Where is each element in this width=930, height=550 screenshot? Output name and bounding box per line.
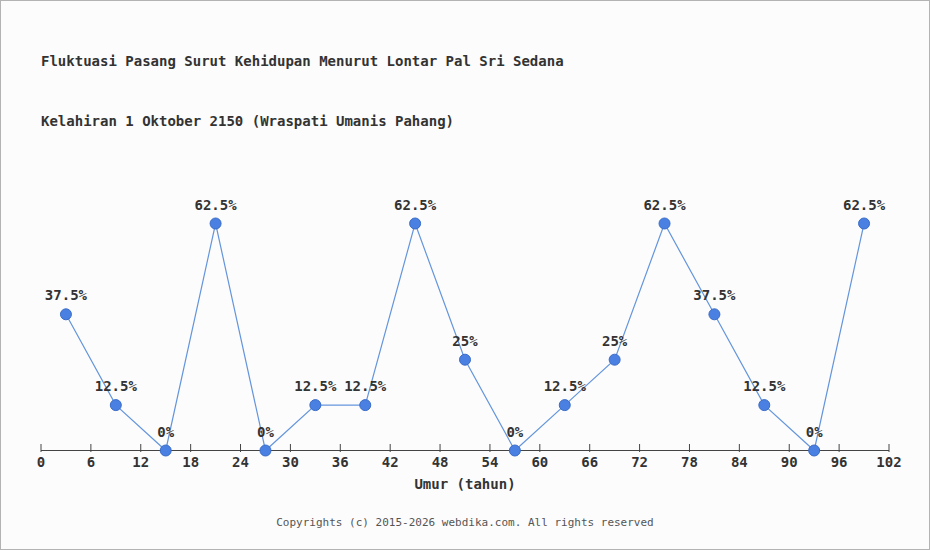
data-point-label: 62.5% bbox=[843, 197, 886, 213]
data-point bbox=[709, 309, 720, 320]
x-tick-label: 6 bbox=[87, 454, 95, 470]
x-tick-label: 96 bbox=[831, 454, 848, 470]
line-chart-canvas: 0 6 12 18 24 30 36 42 48 54 60 66 72 78 84 90 96 102 37.5%… bbox=[1, 1, 930, 550]
x-tick-label: 0 bbox=[37, 454, 45, 470]
data-point bbox=[559, 400, 570, 411]
x-tick-label: 12 bbox=[132, 454, 149, 470]
data-point-label: 0% bbox=[157, 424, 174, 440]
x-tick-label: 72 bbox=[631, 454, 648, 470]
x-tick-label: 54 bbox=[482, 454, 499, 470]
x-tick-label: 90 bbox=[781, 454, 798, 470]
data-point-label: 62.5% bbox=[394, 197, 437, 213]
data-point-label: 12.5% bbox=[344, 378, 387, 394]
x-tick-label: 78 bbox=[681, 454, 698, 470]
x-tick-label: 42 bbox=[382, 454, 399, 470]
data-point bbox=[210, 218, 221, 229]
data-point bbox=[809, 445, 820, 456]
data-point bbox=[859, 218, 870, 229]
x-tick-label: 102 bbox=[876, 454, 901, 470]
data-point bbox=[659, 218, 670, 229]
data-point bbox=[410, 218, 421, 229]
x-tick-label: 24 bbox=[232, 454, 249, 470]
data-point-label: 62.5% bbox=[643, 197, 686, 213]
x-tick-label: 36 bbox=[332, 454, 349, 470]
data-point-label: 25% bbox=[602, 333, 628, 349]
data-point bbox=[509, 445, 520, 456]
x-tick-label: 18 bbox=[182, 454, 199, 470]
x-tick-label: 30 bbox=[282, 454, 299, 470]
data-point-label: 37.5% bbox=[45, 287, 88, 303]
copyright-footer: Copyrights (c) 2015-2026 webdika.com. Al… bbox=[1, 516, 929, 529]
data-point bbox=[310, 400, 321, 411]
data-point-label: 0% bbox=[506, 424, 523, 440]
data-point-label: 12.5% bbox=[95, 378, 138, 394]
x-tick-label: 66 bbox=[581, 454, 598, 470]
data-point-label: 12.5% bbox=[743, 378, 786, 394]
data-point-label: 12.5% bbox=[294, 378, 337, 394]
data-point bbox=[460, 354, 471, 365]
data-point bbox=[360, 400, 371, 411]
data-point-label: 0% bbox=[257, 424, 274, 440]
x-tick-label: 84 bbox=[731, 454, 748, 470]
chart-page: Fluktuasi Pasang Surut Kehidupan Menurut… bbox=[0, 0, 930, 550]
data-point-label: 0% bbox=[806, 424, 823, 440]
x-tick-label: 48 bbox=[432, 454, 449, 470]
data-point-label: 25% bbox=[452, 333, 478, 349]
data-point bbox=[260, 445, 271, 456]
data-point bbox=[759, 400, 770, 411]
data-point bbox=[160, 445, 171, 456]
data-point-label: 37.5% bbox=[693, 287, 736, 303]
x-axis-label: Umur (tahun) bbox=[1, 476, 929, 492]
data-point bbox=[60, 309, 71, 320]
data-point bbox=[110, 400, 121, 411]
data-point bbox=[609, 354, 620, 365]
x-tick-label: 60 bbox=[531, 454, 548, 470]
data-point-label: 12.5% bbox=[544, 378, 587, 394]
data-point-label: 62.5% bbox=[195, 197, 238, 213]
